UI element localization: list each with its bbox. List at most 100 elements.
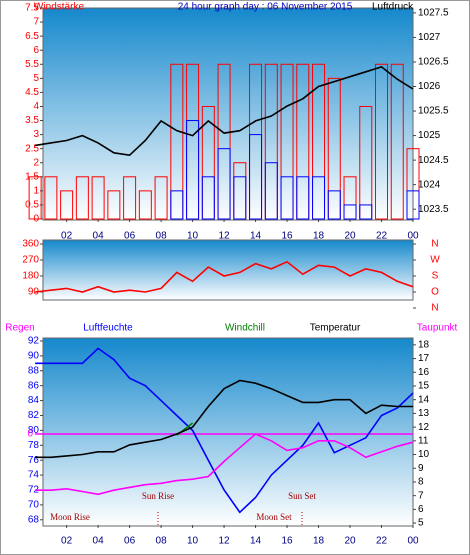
y-tick-label: 92: [28, 336, 40, 347]
wind-bar: [359, 204, 373, 220]
y2-tick-label: 8: [418, 477, 424, 488]
y2-tick-label: 10: [418, 449, 430, 460]
y-tick-label: 3: [33, 129, 39, 140]
y-tick-label: 74: [28, 470, 40, 481]
y2-tick-label: S: [432, 271, 439, 282]
x-tick-label: 18: [313, 536, 325, 547]
y-tick-label: 70: [28, 500, 40, 511]
wind-bar: [44, 176, 58, 220]
x-tick-label: 04: [93, 536, 105, 547]
x-tick-label: 14: [250, 536, 262, 547]
wind-bar: [123, 176, 137, 220]
y-tick-label: 7: [33, 17, 39, 28]
series-line: [35, 433, 414, 496]
y2-axis-title: Luftdruck: [372, 2, 414, 13]
wind-bar: [28, 176, 42, 220]
y-tick-label: 2: [33, 157, 39, 168]
y-axis-title: Windstärke: [34, 2, 84, 13]
y-tick-label: 360: [22, 239, 39, 250]
y2-tick-label: W: [430, 255, 440, 266]
y-tick-label: 4.5: [25, 87, 39, 98]
y-tick-label: 80: [28, 425, 40, 436]
y-tick-label: 72: [28, 485, 40, 496]
y-tick-label: 3.5: [25, 115, 39, 126]
annotation: Sun Rise: [142, 491, 174, 501]
wind-bar: [75, 176, 89, 220]
wind-bar: [217, 148, 231, 220]
y-tick-label: 7.5: [25, 3, 39, 14]
wind-bar: [249, 134, 263, 220]
x-tick-label: 08: [156, 231, 168, 242]
wind-bar: [296, 176, 310, 220]
x-tick-label: 00: [407, 231, 419, 242]
wind-bar: [327, 190, 341, 220]
y2-tick-label: 1026: [418, 81, 441, 92]
y-tick-label: 88: [28, 365, 40, 376]
x-tick-label: 14: [250, 231, 262, 242]
wind-bar: [406, 190, 420, 220]
y-tick-label: 270: [22, 255, 39, 266]
x-tick-label: 04: [93, 231, 105, 242]
panel: [42, 239, 414, 301]
series-line: [35, 260, 414, 293]
x-tick-label: 16: [281, 231, 293, 242]
y2-tick-label: 14: [418, 394, 430, 405]
y2-tick-label: N: [431, 303, 438, 314]
y2-tick-label: 15: [418, 381, 430, 392]
series-line: [34, 66, 414, 157]
wind-bar: [264, 162, 278, 220]
annotation: Sun Set: [288, 491, 316, 501]
annotation: Moon Set: [256, 512, 292, 522]
legend-label: Windchill: [225, 323, 265, 334]
y-tick-label: 6.5: [25, 31, 39, 42]
y-tick-label: 0.5: [25, 200, 39, 211]
y2-tick-label: 1024: [418, 179, 441, 190]
x-tick-label: 10: [187, 536, 199, 547]
wind-bar: [312, 176, 326, 220]
wind-bar: [201, 176, 215, 220]
x-tick-label: 20: [344, 231, 356, 242]
y2-tick-label: 18: [418, 339, 430, 350]
legend-label: Regen: [5, 323, 34, 334]
y2-tick-label: 13: [418, 408, 430, 419]
y2-tick-label: 12: [418, 422, 430, 433]
y-tick-label: 4: [33, 101, 39, 112]
y-tick-label: 180: [22, 271, 39, 282]
y-tick-label: 90: [28, 351, 40, 362]
y-tick-label: 84: [28, 395, 40, 406]
wind-bar: [343, 204, 357, 220]
wind-bar: [107, 190, 121, 220]
wind-bar: [390, 63, 404, 220]
y-tick-label: 5: [33, 73, 39, 84]
y-tick-label: 90: [28, 287, 40, 298]
y2-tick-label: 5: [418, 518, 424, 529]
y-tick-label: 68: [28, 514, 40, 525]
y2-tick-label: 17: [418, 353, 430, 364]
y2-tick-label: 1023.5: [418, 204, 449, 215]
wind-bar: [233, 176, 247, 220]
y2-tick-label: 1027.5: [418, 8, 449, 19]
series-line: [35, 347, 414, 514]
y2-tick-label: 1025.5: [418, 106, 449, 117]
y-tick-label: 1: [33, 186, 39, 197]
chart-title: 24 hour graph day : 06 November 2015: [178, 2, 353, 13]
y-tick-label: 5.5: [25, 59, 39, 70]
y-tick-label: 86: [28, 380, 40, 391]
panel: [42, 7, 414, 221]
legend-label: Taupunkt: [417, 323, 458, 334]
x-tick-label: 08: [156, 536, 168, 547]
y-tick-label: 6: [33, 45, 39, 56]
y-tick-label: 2.5: [25, 143, 39, 154]
y2-tick-label: 9: [418, 463, 424, 474]
y2-tick-label: 6: [418, 504, 424, 515]
wind-bar: [60, 190, 74, 220]
wind-bar: [138, 190, 152, 220]
y2-tick-label: 7: [418, 490, 424, 501]
wind-bar: [170, 190, 184, 220]
series-line: [35, 379, 413, 459]
x-tick-label: 20: [344, 536, 356, 547]
wind-bar: [375, 63, 389, 220]
y2-tick-label: 1024.5: [418, 155, 449, 166]
wind-bar: [91, 176, 105, 220]
x-tick-label: 02: [61, 536, 73, 547]
